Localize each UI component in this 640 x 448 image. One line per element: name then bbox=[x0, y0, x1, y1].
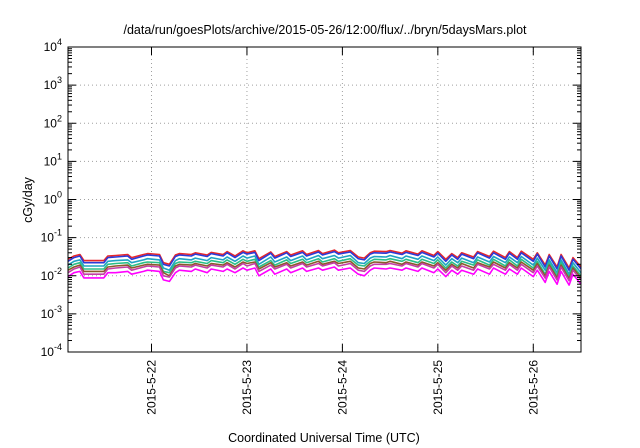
series-line-4 bbox=[67, 257, 582, 278]
y-tick-label: 10-2 bbox=[41, 266, 62, 283]
y-tick-label: 103 bbox=[44, 75, 62, 92]
series-line-2 bbox=[67, 250, 582, 271]
series-lines bbox=[67, 249, 582, 286]
y-axis-title: cGy/day bbox=[21, 176, 35, 223]
y-tick-label: 102 bbox=[44, 113, 62, 130]
x-tick-label: 2015-5-22 bbox=[145, 360, 159, 415]
series-line-5 bbox=[67, 260, 582, 280]
x-tick-labels: 2015-5-22 2015-5-23 2015-5-24 2015-5-25 2015… bbox=[145, 360, 541, 415]
y-tick-label: 10-4 bbox=[41, 342, 62, 359]
chart-title: /data/run/goesPlots/archive/2015-05-26/1… bbox=[123, 23, 527, 37]
x-tick-label: 2015-5-26 bbox=[526, 360, 540, 415]
series-line-3 bbox=[67, 254, 582, 275]
x-tick-label: 2015-5-24 bbox=[335, 360, 349, 415]
grid-lines bbox=[68, 47, 581, 352]
y-tick-labels: 10-4 10-3 10-2 10-1 100 101 102 103 104 bbox=[41, 37, 62, 359]
x-tick-label: 2015-5-23 bbox=[240, 360, 254, 415]
y-tick-label: 100 bbox=[44, 190, 62, 207]
x-tick-label: 2015-5-25 bbox=[431, 360, 445, 415]
series-line-6 bbox=[67, 261, 582, 282]
y-tick-label: 10-1 bbox=[41, 228, 62, 245]
x-axis-title: Coordinated Universal Time (UTC) bbox=[228, 431, 420, 445]
series-line-1 bbox=[67, 249, 582, 269]
y-tick-label: 101 bbox=[44, 151, 62, 168]
y-tick-label: 10-3 bbox=[41, 304, 62, 321]
y-tick-label: 104 bbox=[44, 37, 62, 54]
series-line-7 bbox=[67, 266, 582, 286]
axis-ticks bbox=[68, 46, 581, 353]
